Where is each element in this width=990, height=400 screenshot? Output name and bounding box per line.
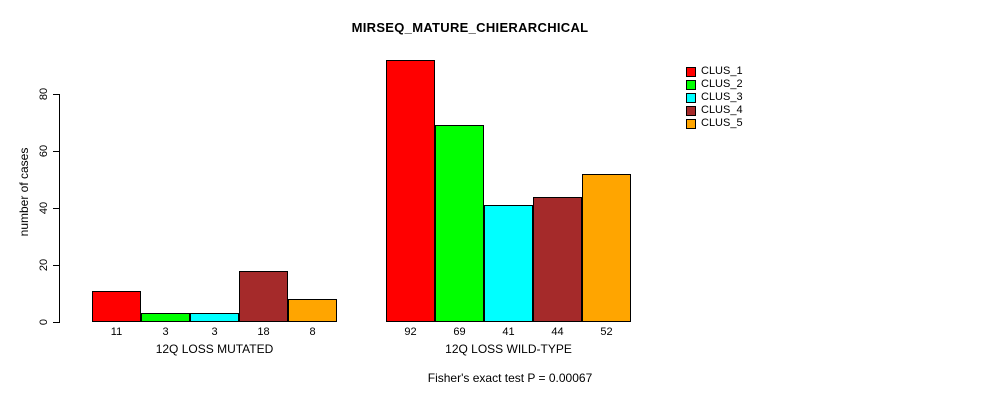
- legend-swatch-icon: [686, 79, 696, 90]
- y-tick-label: 40: [38, 201, 50, 215]
- legend-label: CLUS_2: [701, 78, 743, 90]
- legend: CLUS_1 CLUS_2 CLUS_3 CLUS_4 CLUS_5: [686, 65, 743, 130]
- x-category-label: 12Q LOSS WILD-TYPE: [445, 342, 572, 356]
- legend-swatch-icon: [686, 66, 696, 77]
- y-tick-label: 80: [38, 87, 50, 101]
- legend-label: CLUS_3: [701, 91, 743, 103]
- bar-clus_5-group1: [288, 299, 337, 322]
- legend-item: CLUS_2: [686, 78, 743, 91]
- bar-clus_1-group1: [92, 291, 141, 322]
- x-category-label: 12Q LOSS MUTATED: [155, 342, 274, 356]
- bar-value-label: 3: [211, 326, 218, 338]
- bar-value-label: 92: [404, 326, 417, 338]
- y-axis-line: [59, 94, 60, 323]
- y-tick-label: 0: [38, 318, 50, 326]
- legend-label: CLUS_4: [701, 104, 743, 116]
- bar-clus_3-group1: [190, 313, 239, 322]
- bar-value-label: 11: [110, 326, 123, 338]
- legend-item: CLUS_5: [686, 117, 743, 130]
- bar-clus_5-group2: [582, 174, 631, 322]
- y-axis-label: number of cases: [17, 147, 31, 237]
- bar-value-label: 41: [502, 326, 515, 338]
- legend-item: CLUS_3: [686, 91, 743, 104]
- legend-item: CLUS_1: [686, 65, 743, 78]
- bar-value-label: 3: [162, 326, 169, 338]
- y-axis-tick: [53, 265, 59, 266]
- bar-value-label: 52: [600, 326, 613, 338]
- bar-value-label: 8: [309, 326, 316, 338]
- legend-swatch-icon: [686, 92, 696, 103]
- bar-clus_4-group1: [239, 271, 288, 322]
- y-tick-label: 20: [38, 258, 50, 272]
- bar-clus_3-group2: [484, 205, 533, 322]
- annotation-text: Fisher's exact test P = 0.00067: [427, 371, 593, 385]
- y-axis-tick: [53, 151, 59, 152]
- y-axis-tick: [53, 94, 59, 95]
- bar-value-label: 18: [257, 326, 270, 338]
- y-axis-tick: [53, 208, 59, 209]
- bar-clus_4-group2: [533, 197, 582, 322]
- bar-value-label: 69: [453, 326, 466, 338]
- bar-value-label: 44: [551, 326, 564, 338]
- y-tick-label: 60: [38, 144, 50, 158]
- legend-swatch-icon: [686, 105, 696, 116]
- y-axis-tick: [53, 322, 59, 323]
- chart-title: MIRSEQ_MATURE_CHIERARCHICAL: [351, 20, 589, 35]
- legend-item: CLUS_4: [686, 104, 743, 117]
- bar-clus_2-group1: [141, 313, 190, 322]
- legend-swatch-icon: [686, 118, 696, 129]
- legend-label: CLUS_5: [701, 117, 743, 129]
- legend-label: CLUS_1: [701, 65, 743, 77]
- bar-clus_2-group2: [435, 125, 484, 322]
- bar-clus_1-group2: [386, 60, 435, 322]
